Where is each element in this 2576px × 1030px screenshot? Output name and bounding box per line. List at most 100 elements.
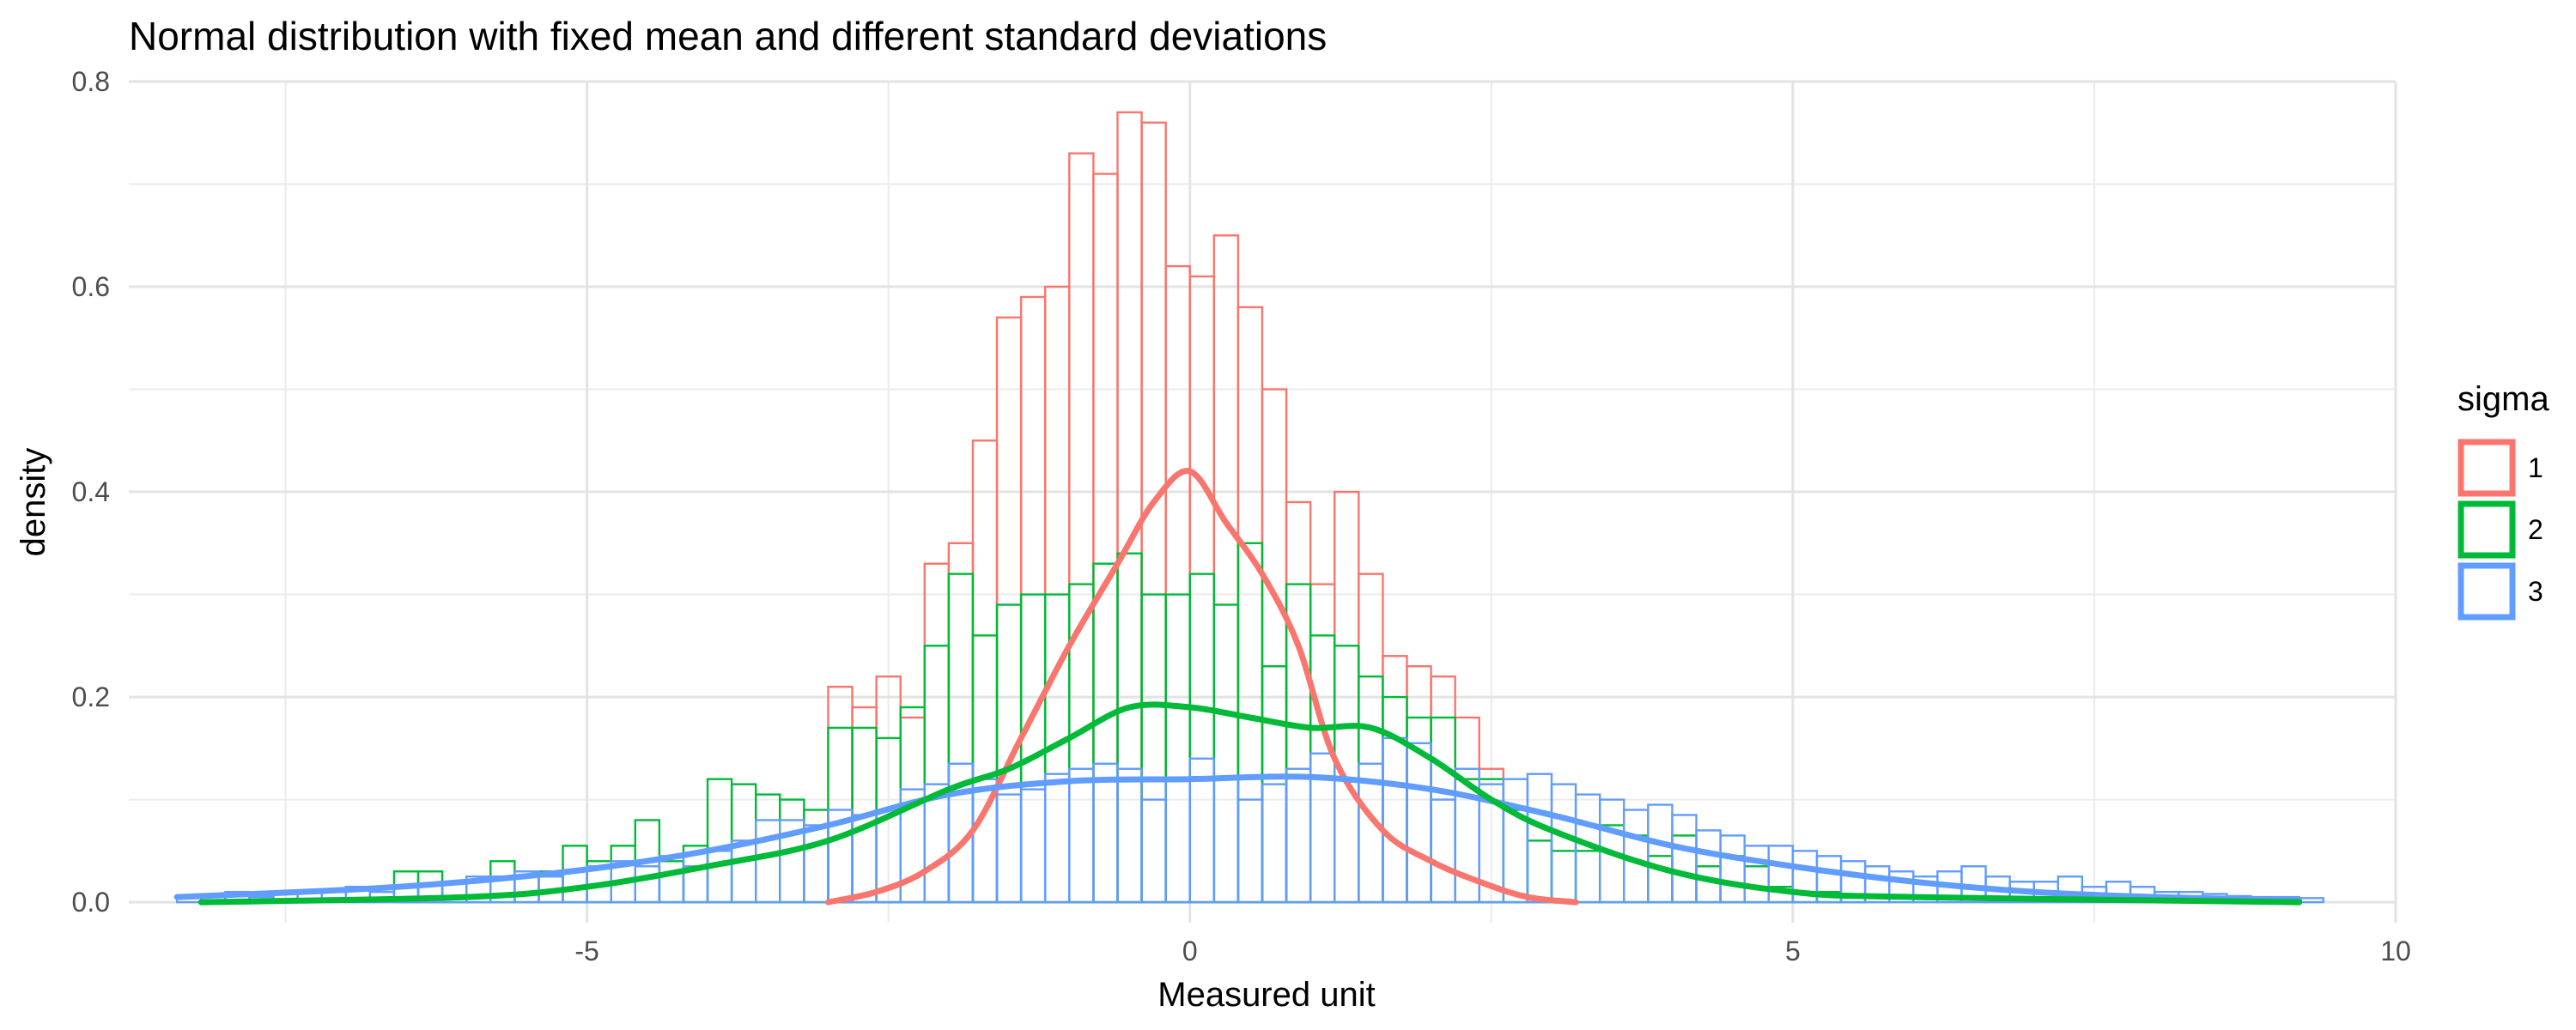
- histogram-bar: [1092, 762, 1119, 904]
- histogram-bar: [1044, 772, 1071, 904]
- histogram-bar: [706, 850, 733, 904]
- histogram-bar: [1285, 500, 1312, 904]
- histogram-bar: [1358, 675, 1384, 904]
- histogram-bar: [1092, 173, 1119, 904]
- density-curve-1: [825, 468, 1579, 906]
- histogram-bar: [1212, 778, 1240, 904]
- histogram-bar: [1261, 388, 1288, 904]
- histogram-bar: [610, 845, 636, 904]
- histogram-bar: [1598, 824, 1625, 904]
- density-curve-3: [173, 773, 2303, 904]
- histogram-series-2: [392, 542, 1867, 904]
- histogram-bar: [1550, 783, 1577, 904]
- legend: sigma 1 2 3: [2458, 380, 2549, 621]
- histogram-bar: [803, 824, 829, 904]
- x-tick-label: 5: [1785, 936, 1801, 966]
- histogram-bar: [995, 603, 1023, 904]
- density-curves: [173, 468, 2303, 906]
- histogram-bar: [1019, 788, 1047, 904]
- histogram-bar: [1092, 562, 1119, 904]
- histogram-bar: [730, 839, 757, 904]
- histogram-bar: [1140, 593, 1167, 904]
- y-axis: 0.0 0.2 0.4 0.6 0.8: [72, 66, 110, 918]
- histogram-bar: [1406, 742, 1432, 904]
- y-tick-label: 0.0: [72, 887, 110, 918]
- histogram-bar: [1068, 767, 1095, 904]
- histogram-bar: [1236, 306, 1264, 904]
- histogram-bar: [1526, 772, 1553, 904]
- x-tick-label: 10: [2380, 936, 2411, 966]
- histogram-bar: [658, 855, 685, 904]
- histogram-bar: [1671, 814, 1698, 904]
- histogram-bar: [1164, 264, 1191, 904]
- histogram-bar: [1647, 803, 1674, 904]
- y-tick-label: 0.8: [72, 66, 110, 97]
- legend-title: sigma: [2458, 380, 2549, 418]
- histogram-bar: [1164, 778, 1191, 904]
- histogram-bar: [1743, 845, 1770, 904]
- histogram-bar: [1695, 865, 1722, 904]
- histogram-bar: [658, 860, 685, 904]
- histogram-bar: [1719, 834, 1746, 904]
- histogram-bar: [1188, 573, 1216, 904]
- histogram-bar: [1116, 111, 1143, 904]
- histogram-bar: [755, 819, 781, 904]
- histogram-bar: [634, 865, 661, 904]
- legend-label-1: 1: [2528, 452, 2543, 483]
- histogram-bar: [1574, 850, 1601, 904]
- x-axis: -5 0 5 10: [574, 936, 2410, 966]
- density-curve-2: [197, 701, 2303, 906]
- y-tick-label: 0.6: [72, 271, 110, 302]
- histogram-bar: [1068, 152, 1095, 904]
- histogram-bar: [1285, 767, 1312, 904]
- histogram-bar: [706, 778, 733, 904]
- histogram-bar: [1140, 798, 1167, 904]
- histogram-bar: [1261, 783, 1288, 904]
- histogram-bar: [1719, 855, 1746, 904]
- histogram-bar: [1502, 778, 1529, 904]
- histogram-bar: [1430, 798, 1456, 904]
- histogram-bar: [2298, 897, 2324, 904]
- legend-key-2: [2458, 500, 2516, 559]
- histogram-bar: [1116, 552, 1143, 904]
- histogram-bar: [827, 685, 854, 904]
- histogram-bars: [175, 111, 2324, 904]
- histogram-bar: [995, 316, 1023, 904]
- histogram-bar: [1309, 634, 1336, 904]
- histogram-bar: [1019, 295, 1047, 904]
- legend-key-3: [2458, 562, 2516, 621]
- y-tick-label: 0.2: [72, 682, 110, 712]
- histogram-bar: [923, 562, 951, 904]
- chart-title: Normal distribution with fixed mean and …: [129, 14, 1327, 58]
- histogram-bar: [755, 793, 781, 904]
- histogram-bar: [1212, 603, 1240, 904]
- histogram-bar: [1019, 593, 1047, 904]
- legend-label-2: 2: [2528, 514, 2543, 545]
- histogram-bar: [1382, 736, 1408, 904]
- legend-key-1: [2458, 439, 2516, 497]
- histogram-bar: [851, 706, 878, 904]
- histogram-bar: [1236, 798, 1264, 904]
- x-tick-label: -5: [574, 936, 598, 966]
- histogram-bar: [971, 634, 999, 904]
- histogram-bar: [1116, 767, 1143, 904]
- histogram-bar: [971, 439, 999, 904]
- histogram-bar: [1550, 850, 1577, 904]
- histogram-bar: [1212, 234, 1240, 904]
- histogram-bar: [1164, 593, 1191, 904]
- legend-label-3: 3: [2528, 576, 2543, 607]
- y-tick-label: 0.4: [72, 476, 110, 507]
- histogram-bar: [1358, 573, 1384, 904]
- histogram-bar: [995, 793, 1023, 904]
- histogram-bar: [1236, 542, 1264, 904]
- histogram-bar: [1068, 583, 1095, 904]
- x-tick-label: 0: [1182, 936, 1198, 966]
- histogram-bar: [1623, 834, 1649, 904]
- histogram-bar: [1188, 275, 1216, 904]
- y-axis-title: density: [15, 448, 52, 557]
- histogram-bar: [1334, 645, 1360, 904]
- histogram-bar: [827, 726, 854, 904]
- x-axis-title: Measured unit: [1157, 976, 1375, 1014]
- histogram-bar: [1382, 655, 1408, 904]
